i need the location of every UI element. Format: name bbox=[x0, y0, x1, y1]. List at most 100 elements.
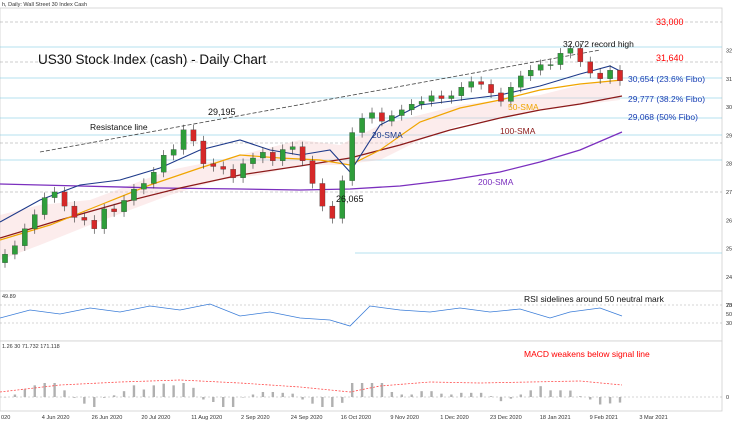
peak-label: 29,195 bbox=[208, 107, 236, 117]
candle bbox=[319, 183, 326, 207]
candle bbox=[597, 72, 603, 79]
macd-bar bbox=[519, 394, 523, 397]
macd-bar bbox=[43, 383, 46, 397]
macd-header: 1.26 30 71.732 171.118 bbox=[2, 344, 60, 350]
y-tick-label: 30 bbox=[726, 105, 732, 111]
macd-bar bbox=[331, 397, 334, 407]
candle bbox=[210, 163, 217, 167]
candle bbox=[71, 205, 78, 218]
x-tick-label: 26 Jun 2020 bbox=[92, 415, 123, 421]
candle bbox=[230, 169, 236, 178]
macd-bar bbox=[360, 383, 364, 397]
macd-bar bbox=[529, 390, 532, 397]
candle bbox=[22, 228, 28, 246]
x-tick-label: 3 Mar 2021 bbox=[639, 415, 667, 421]
candle bbox=[279, 149, 286, 161]
candle bbox=[91, 220, 98, 229]
macd-bar bbox=[450, 394, 453, 397]
candle bbox=[478, 81, 484, 85]
x-tick-label: 2 Sep 2020 bbox=[241, 415, 270, 421]
symbol-header: h, Daily: Wall Street 30 Index Cash bbox=[2, 2, 87, 8]
x-tick-label: 9 Feb 2021 bbox=[590, 415, 618, 421]
macd-bar bbox=[291, 393, 294, 397]
macd-note: MACD weakens below signal line bbox=[524, 349, 650, 359]
sma-20-line bbox=[0, 65, 623, 223]
x-tick-label: 20 Jul 2020 bbox=[141, 415, 170, 421]
candle bbox=[2, 254, 8, 263]
macd-bar bbox=[73, 397, 76, 398]
sma-50-line bbox=[0, 79, 623, 241]
macd-bar bbox=[172, 385, 175, 397]
candle bbox=[399, 109, 405, 116]
fibo-50-label: 29,068 (50% Fibo) bbox=[628, 112, 698, 122]
macd-bar bbox=[93, 397, 96, 407]
macd-bar bbox=[23, 389, 27, 397]
macd-bar bbox=[350, 383, 354, 397]
macd-panel bbox=[0, 340, 723, 412]
macd-bar bbox=[63, 390, 66, 397]
macd-bar bbox=[241, 397, 245, 398]
candle bbox=[170, 149, 177, 156]
macd-bar bbox=[549, 390, 552, 397]
macd-bar bbox=[182, 383, 185, 397]
y-tick-label: 24 bbox=[726, 275, 732, 281]
candle bbox=[379, 112, 385, 122]
candle bbox=[141, 183, 147, 190]
macd-bar bbox=[440, 393, 443, 397]
x-axis-labels: 020 4 Jun 2020 26 Jun 2020 20 Jul 2020 11 Au… bbox=[1, 415, 668, 421]
macd-bar bbox=[281, 392, 284, 397]
rsi-line bbox=[0, 303, 623, 327]
candle bbox=[468, 81, 474, 88]
candle bbox=[518, 75, 524, 88]
rsi-tick-label: 50 bbox=[726, 312, 732, 318]
candle bbox=[508, 87, 514, 102]
candle bbox=[617, 70, 623, 81]
low-label: 26,065 bbox=[336, 194, 364, 204]
macd-tick-label: 0 bbox=[726, 395, 729, 401]
candle bbox=[61, 191, 68, 207]
candle bbox=[151, 171, 157, 184]
macd-bar bbox=[589, 397, 592, 400]
candle bbox=[12, 245, 18, 255]
macd-bar bbox=[608, 397, 612, 404]
macd-bar bbox=[499, 397, 503, 402]
sma20-label: 20-SMA bbox=[372, 130, 403, 140]
x-tick-label: 4 Jun 2020 bbox=[42, 415, 70, 421]
macd-bar bbox=[251, 394, 255, 397]
y-tick-label: 28 bbox=[726, 162, 732, 168]
candle bbox=[438, 95, 445, 99]
macd-bar bbox=[569, 390, 572, 397]
macd-bar bbox=[370, 383, 374, 397]
rsi-header: 49.89 bbox=[2, 294, 16, 300]
candle bbox=[260, 152, 266, 159]
resistance-label: Resistance line bbox=[90, 122, 148, 132]
ichimoku-cloud bbox=[0, 80, 620, 260]
candle bbox=[180, 129, 187, 150]
fibo-382-label: 29,777 (38.2% Fibo) bbox=[628, 94, 705, 104]
macd-bar bbox=[152, 385, 155, 397]
macd-bar bbox=[420, 391, 423, 397]
macd-bar bbox=[261, 392, 265, 397]
candle bbox=[250, 157, 256, 164]
macd-bar bbox=[212, 397, 215, 402]
candle bbox=[359, 118, 365, 133]
candle bbox=[537, 64, 544, 71]
macd-bar bbox=[400, 394, 403, 397]
candle bbox=[270, 152, 276, 161]
candle bbox=[587, 61, 593, 74]
x-tick-label: 23 Dec 2020 bbox=[490, 415, 522, 421]
candles-group bbox=[2, 43, 623, 268]
macd-bar bbox=[380, 383, 384, 397]
macd-bar bbox=[559, 390, 562, 397]
candle bbox=[567, 48, 574, 54]
x-tick-label: 020 bbox=[1, 415, 10, 421]
macd-bar bbox=[410, 394, 413, 397]
candle bbox=[240, 163, 246, 178]
y-tick-label: 32 bbox=[726, 48, 732, 54]
macd-bar bbox=[222, 397, 225, 407]
macd-bar bbox=[479, 392, 483, 397]
resistance-trendline bbox=[39, 49, 601, 153]
candle bbox=[220, 166, 226, 170]
